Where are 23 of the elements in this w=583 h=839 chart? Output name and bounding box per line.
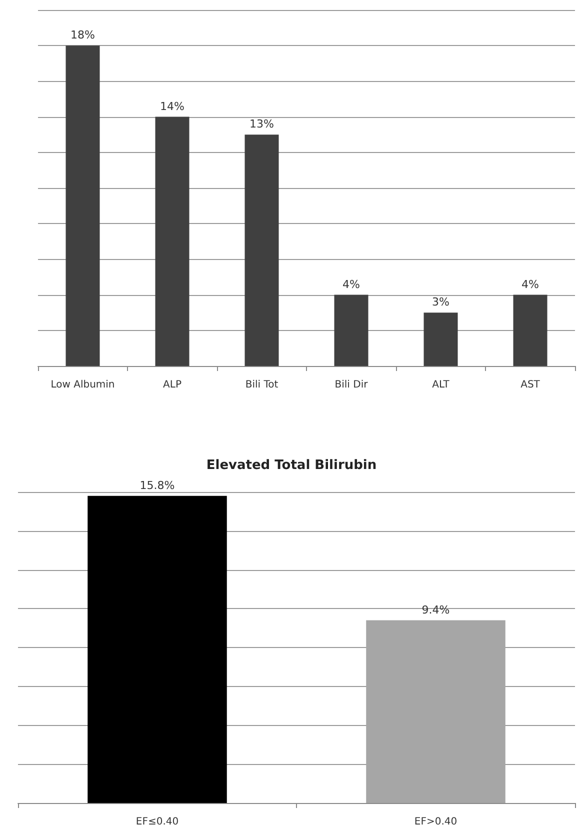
x-tick-label: EF≤0.40 [136, 816, 179, 828]
data-label: 14% [160, 100, 184, 113]
x-tick-label: Bili Dir [334, 380, 369, 390]
x-tick-label: ALT [432, 380, 450, 390]
chart-title: Elevated Total Bilirubin [206, 458, 377, 473]
data-label: 15.8% [140, 478, 175, 492]
bar [334, 294, 368, 366]
data-label: 4% [342, 278, 360, 291]
bar [424, 312, 458, 366]
bar [244, 134, 279, 366]
x-tick-label: EF>0.40 [414, 816, 458, 828]
bar [155, 116, 190, 366]
bar [66, 46, 100, 366]
data-label: 18% [70, 28, 95, 42]
x-tick-label: ALP [163, 380, 182, 390]
data-label: 13% [250, 118, 274, 131]
data-label: 9.4% [422, 603, 450, 616]
x-tick-label: Bili Tot [245, 380, 278, 390]
x-tick-label: Low Albumin [50, 380, 115, 390]
data-label: 3% [432, 296, 450, 309]
data-label: 4% [522, 278, 539, 291]
bar [513, 294, 548, 366]
x-tick-label: AST [520, 380, 541, 390]
